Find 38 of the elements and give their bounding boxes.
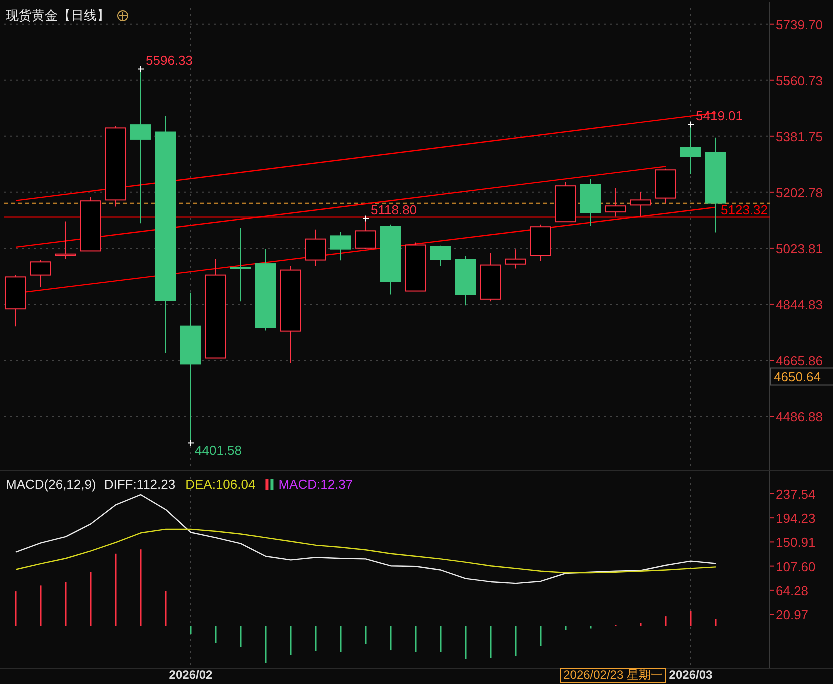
chart-title: 现货黄金【日线】 — [6, 8, 110, 23]
line-series — [15, 494, 717, 584]
y-tick-label: 5560.73 — [776, 73, 823, 88]
candlestick — [230, 228, 252, 302]
candlestick — [280, 266, 302, 364]
series-label: DIFF:112.23 — [104, 477, 176, 492]
y-tick-label: 4486.88 — [776, 410, 823, 425]
y-tick-label: 4665.86 — [776, 353, 823, 368]
ref-line-label: 5123.32 — [721, 202, 768, 218]
y-tick-label: 5202.78 — [776, 185, 823, 200]
y-tick-label: 5739.70 — [776, 17, 823, 32]
y-tick-label: 150.91 — [776, 535, 816, 550]
y-tick-label: 64.28 — [776, 583, 809, 598]
annotation: 5118.80 — [371, 202, 418, 218]
candlestick — [456, 256, 476, 306]
legend-label: MACD:12.37 — [278, 477, 354, 492]
x-tick-label: 2026/02 — [169, 668, 214, 682]
annotation: 5419.01 — [696, 108, 743, 124]
candlestick — [580, 178, 602, 227]
annotation: 4401.58 — [195, 443, 242, 458]
annotation: 2026/02/23 星期一 — [564, 668, 663, 682]
candlestick — [156, 115, 176, 354]
y-tick-label: 4844.83 — [776, 297, 823, 312]
y-tick-label: 20.97 — [776, 608, 809, 623]
text: DEA:106.04 — [186, 477, 256, 492]
candlestick — [630, 192, 652, 218]
y-tick-label: 107.60 — [776, 559, 816, 574]
text: 4650.64 — [774, 369, 821, 384]
candlestick — [56, 221, 76, 260]
y-tick-label: 5381.75 — [776, 129, 823, 144]
y-tick-label: 237.54 — [776, 486, 816, 502]
candlestick — [606, 188, 626, 218]
y-tick-label: 5023.81 — [776, 241, 823, 256]
chart-title: MACD(26,12,9) — [6, 477, 96, 492]
x-tick-label: 2026/03 — [669, 668, 714, 682]
annotation: 5596.33 — [146, 53, 193, 68]
y-tick-label: 194.23 — [776, 511, 816, 526]
line-series — [15, 528, 717, 574]
